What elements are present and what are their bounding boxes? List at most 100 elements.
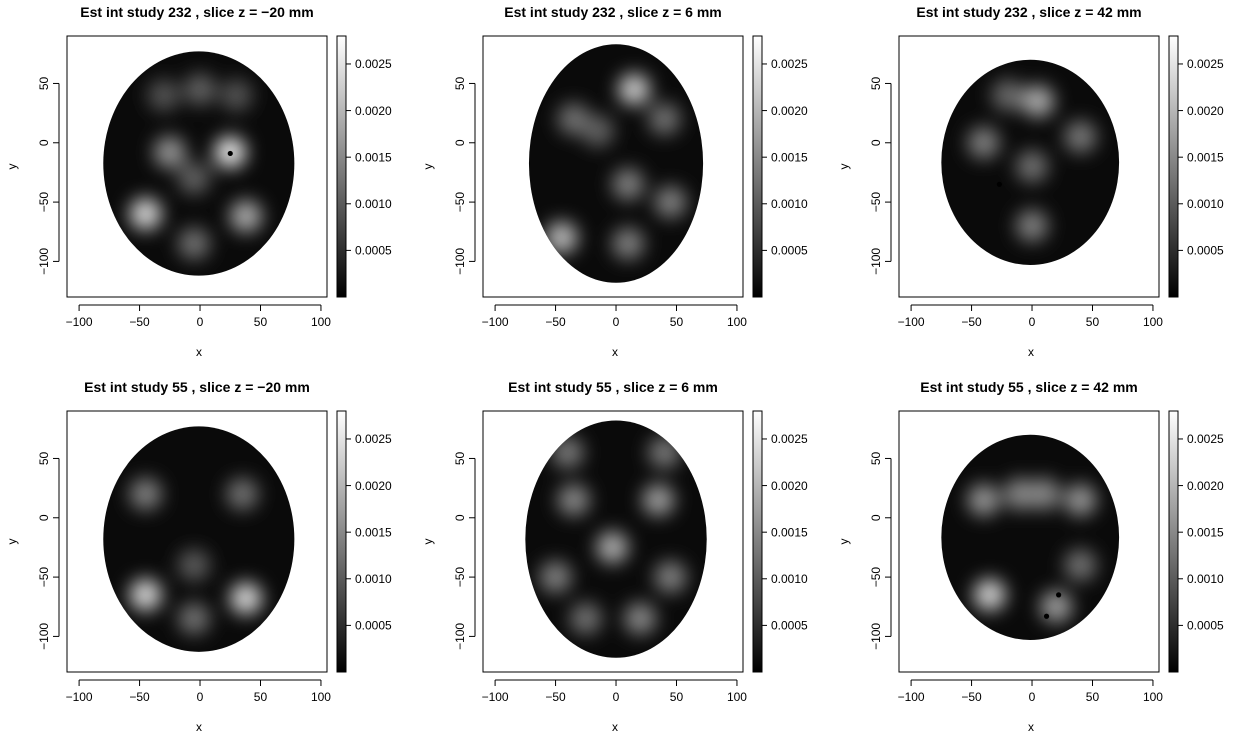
colorbar-tick-label: 0.0015 — [771, 150, 808, 164]
chart-panel: Est int study 232 , slice z = −20 mm −100… — [5, 4, 392, 359]
chart-title: Est int study 232 , slice z = −20 mm — [80, 4, 313, 20]
y-tick-label: −100 — [37, 623, 51, 650]
colorbar-tick-label: 0.0025 — [771, 57, 808, 71]
colorbar-tick-label: 0.0020 — [771, 104, 808, 118]
plot-frame — [66, 35, 328, 298]
intensity-blob — [654, 561, 687, 594]
x-tick-label: 100 — [311, 315, 331, 329]
y-tick-label: −50 — [869, 192, 883, 213]
y-tick-label: −100 — [869, 623, 883, 650]
intensity-blob — [129, 197, 162, 230]
chart-panel: Est int study 232 , slice z = 6 mm −100 −5… — [421, 4, 808, 359]
chart-title: Est int study 55 , slice z = −20 mm — [84, 379, 310, 395]
y-axis-label: y — [421, 539, 435, 545]
x-axis-label: x — [612, 720, 618, 734]
y-tick-label: 50 — [869, 76, 883, 90]
x-tick-label: 0 — [1029, 315, 1036, 329]
x-axis-label: x — [612, 345, 618, 359]
intensity-blob — [654, 186, 687, 219]
x-tick-label: 100 — [1143, 315, 1163, 329]
colorbar-tick-label: 0.0005 — [355, 244, 392, 258]
colorbar-tick-label: 0.0015 — [355, 525, 392, 539]
colorbar-tick-label: 0.0005 — [771, 619, 808, 633]
intensity-blob — [991, 79, 1024, 112]
colorbar — [1168, 410, 1179, 673]
x-tick-label: −100 — [482, 690, 509, 704]
colorbar-tick-label: 0.0020 — [355, 104, 392, 118]
colorbar-tick-label: 0.0015 — [771, 525, 808, 539]
y-tick-label: 50 — [453, 76, 467, 90]
x-tick-label: −50 — [129, 315, 150, 329]
colorbar-tick-label: 0.0020 — [771, 479, 808, 493]
plot-area — [103, 51, 295, 276]
plot-area — [528, 44, 704, 283]
plot-frame — [482, 35, 744, 298]
y-tick-label: −50 — [453, 192, 467, 213]
x-tick-label: −50 — [961, 315, 982, 329]
chart-title: Est int study 55 , slice z = 6 mm — [508, 379, 718, 395]
intensity-layer — [967, 478, 1097, 623]
colorbar-tick-label: 0.0015 — [1187, 525, 1224, 539]
x-tick-label: −100 — [66, 690, 93, 704]
plot-frame — [898, 410, 1160, 673]
colorbar — [336, 410, 347, 673]
x-tick-label: −100 — [66, 315, 93, 329]
x-tick-label: 0 — [613, 690, 620, 704]
y-tick-label: 0 — [869, 514, 883, 521]
colorbar-tick-label: 0.0005 — [355, 619, 392, 633]
intensity-blob — [618, 73, 651, 106]
colorbar-tick-label: 0.0015 — [1187, 150, 1224, 164]
plot-frame — [898, 35, 1160, 298]
brain-region — [941, 434, 1120, 640]
focus-point — [1043, 613, 1050, 619]
intensity-blob — [967, 126, 1000, 159]
x-tick-label: 50 — [1086, 315, 1100, 329]
y-tick-label: −100 — [453, 248, 467, 275]
intensity-blob — [569, 602, 602, 635]
x-tick-label: −50 — [545, 690, 566, 704]
chart-title: Est int study 55 , slice z = 42 mm — [920, 379, 1137, 395]
plot-area — [525, 420, 707, 658]
y-tick-label: 0 — [37, 514, 51, 521]
colorbar — [752, 35, 763, 298]
colorbar-tick-label: 0.0025 — [355, 57, 392, 71]
intensity-blob — [1064, 483, 1097, 516]
colorbar-tick-label: 0.0025 — [771, 432, 808, 446]
x-tick-label: 50 — [670, 315, 684, 329]
intensity-blob — [1064, 549, 1097, 582]
x-tick-label: 0 — [197, 315, 204, 329]
intensity-blob — [612, 227, 645, 260]
x-tick-label: −100 — [898, 315, 925, 329]
x-tick-label: 50 — [670, 690, 684, 704]
plot-frame — [482, 410, 744, 673]
y-tick-label: −100 — [37, 248, 51, 275]
intensity-blob — [177, 162, 210, 195]
intensity-blob — [642, 483, 675, 516]
colorbar — [752, 410, 763, 673]
x-tick-label: 100 — [311, 690, 331, 704]
colorbar-tick-label: 0.0005 — [771, 244, 808, 258]
x-axis-label: x — [1028, 720, 1034, 734]
intensity-blob — [557, 483, 590, 516]
y-axis-label: y — [421, 164, 435, 170]
y-axis-label: y — [5, 539, 19, 545]
intensity-blob — [184, 73, 217, 106]
x-tick-label: 0 — [197, 690, 204, 704]
intensity-blob — [226, 478, 259, 511]
y-axis-label: y — [837, 164, 851, 170]
intensity-layer — [129, 478, 262, 635]
colorbar-tick-label: 0.0010 — [355, 572, 392, 586]
intensity-layer — [129, 73, 262, 260]
x-axis-label: x — [196, 345, 202, 359]
plot-area — [941, 434, 1120, 640]
focus-point — [996, 181, 1002, 187]
x-tick-label: 0 — [613, 315, 620, 329]
intensity-blob — [229, 200, 262, 233]
colorbar — [1168, 35, 1179, 298]
colorbar-tick-label: 0.0010 — [355, 197, 392, 211]
y-tick-label: 50 — [37, 451, 51, 465]
intensity-blob — [177, 549, 210, 582]
plot-frame — [66, 410, 328, 673]
intensity-blob — [1016, 209, 1049, 242]
